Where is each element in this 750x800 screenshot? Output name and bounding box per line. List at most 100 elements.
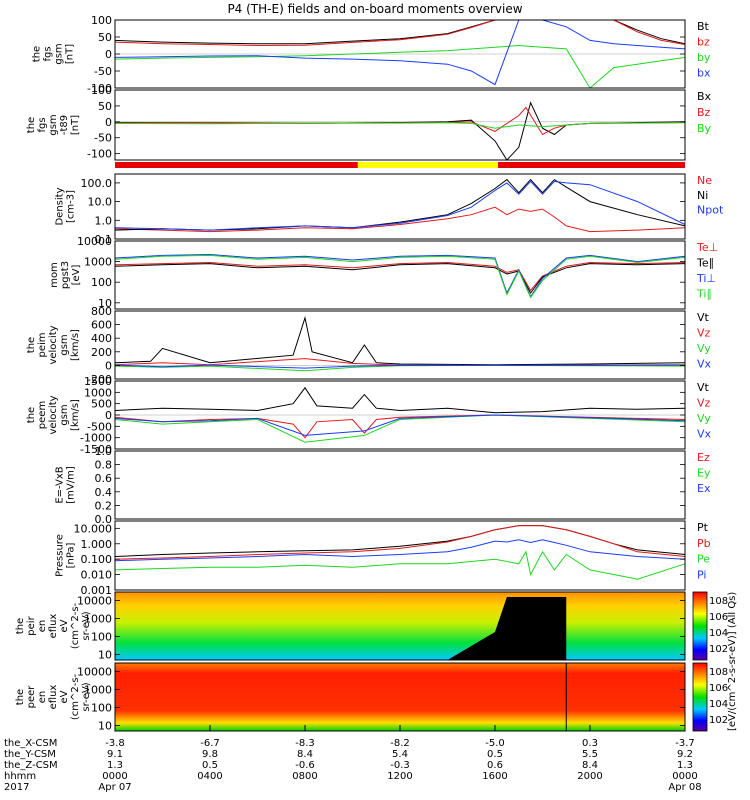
heatmap-peer_flux — [115, 663, 685, 731]
y-tick-label: 0 — [105, 116, 112, 129]
y-tick-label: 1.000 — [81, 538, 113, 551]
y-tick-label: 10000 — [77, 595, 112, 608]
heatmap-peir_flux — [115, 592, 685, 660]
x-row-label: the_Z-CSM — [4, 760, 58, 771]
y-axis-label: thepeemvelocitygsm[km/s] — [26, 395, 81, 434]
panel-frame — [114, 89, 686, 161]
time-axis: the_X-CSM -3.8 -6.7 -8.3 -8.2 -5.0 0.3 -3.7 the_… — [4, 725, 702, 793]
x-tick-label: 0.5 — [487, 749, 503, 760]
series-line — [114, 254, 686, 299]
y-tick-label: 1000 — [84, 256, 112, 269]
colorbar-tick-label: 106 — [709, 612, 728, 623]
series-line — [114, 550, 686, 580]
colorbar-tick-label: 104 — [709, 628, 728, 639]
y-tick-label: 10000 — [77, 666, 112, 679]
series-line — [114, 386, 686, 414]
y-tick-label: -1000 — [80, 432, 112, 445]
x-row-label: hhmm — [4, 771, 36, 782]
series-line — [114, 106, 686, 136]
panel-frame — [114, 310, 686, 380]
x-tick-label: 0.5 — [202, 760, 218, 771]
legend-entry: Vx — [697, 428, 712, 441]
y-tick-label: 1500 — [84, 375, 112, 388]
colorbar: [eV/(cm^2-s-sr-eV)] (All Qs) 108 106 104 10… — [692, 591, 738, 732]
series-line — [114, 178, 686, 231]
panel-frame — [114, 450, 686, 520]
y-tick-label: 0 — [105, 409, 112, 422]
legend-entry: Vt — [697, 311, 710, 324]
series-line — [114, 180, 686, 231]
y-tick-label: 10 — [98, 649, 112, 662]
y-tick-label: 200 — [91, 346, 112, 359]
x-tick-label: 5.5 — [582, 749, 598, 760]
panels-group: 100500-50-100thefgsgsm[nT]Btbzbybx100500… — [15, 14, 724, 733]
colorbar-tick-label: 102 — [709, 644, 728, 655]
panel-fgs_t89: 100 50 0 -50 -100 thefgsgsm-t89[nT] Bx Bz By — [26, 84, 712, 161]
year-label: 2017 — [4, 782, 29, 793]
x-tick-label: -0.3 — [390, 760, 410, 771]
legend-entry: Vy — [697, 342, 711, 355]
legend-entry: Pe — [697, 553, 710, 566]
y-tick-label: 0.8 — [95, 459, 113, 472]
y-axis-label: thefgsgsm-t89[nT] — [26, 114, 81, 135]
series-line — [114, 414, 686, 436]
y-tick-label: -200 — [87, 373, 112, 386]
y-tick-label: 0 — [105, 359, 112, 372]
y-tick-label: -100 — [87, 148, 112, 161]
legend-entry: Bx — [697, 90, 712, 103]
y-tick-label: 600 — [91, 319, 112, 332]
panel-peer_flux: 10000 1000 100 10 thepeerenefluxeV(cm^2-s-sr… — [15, 662, 686, 733]
legend-entry: Ti⊥ — [696, 272, 716, 285]
legend-entry: Pb — [697, 537, 711, 550]
series-line — [114, 364, 686, 372]
x-tick-label: -8.2 — [390, 738, 410, 749]
x-tick-label: 1200 — [387, 771, 412, 782]
series-line — [114, 525, 686, 560]
series-line — [114, 19, 686, 47]
mode-bar-segment — [357, 162, 499, 168]
mode-bar-segment — [498, 162, 685, 168]
y-tick-label: 1.0 — [95, 445, 113, 458]
y-tick-label: 10000 — [77, 235, 112, 248]
x-row-label: the_Y-CSM — [4, 749, 56, 760]
y-tick-label: 500 — [91, 398, 112, 411]
x-tick-label: 2000 — [577, 771, 602, 782]
y-tick-label: 1000 — [84, 684, 112, 697]
legend-entry: Ti∥ — [696, 288, 712, 301]
legend-entry: Bt — [697, 20, 710, 33]
x-tick-label: 8.4 — [297, 749, 313, 760]
legend-entry: Vy — [697, 412, 711, 425]
heatmap-low-flux-region — [447, 597, 567, 660]
panel-frame — [114, 591, 686, 661]
panel-efield: 1.00.80.60.40.20.0 E=-VxB[mV/m] Ez Ey Ex — [55, 445, 711, 526]
series-line — [114, 206, 686, 233]
series-line — [114, 253, 686, 298]
legend-entry: Ey — [697, 467, 711, 480]
x-tick-label: 0.6 — [487, 760, 503, 771]
panel-frame — [114, 520, 686, 591]
y-tick-label: 0.0 — [95, 513, 113, 526]
legend-entry: bz — [697, 36, 710, 49]
colorbar-tick-label: 102 — [709, 715, 728, 726]
x-tick-label: 9.2 — [677, 749, 693, 760]
legend-entry: bx — [697, 67, 711, 80]
legend-entry: Npot — [697, 204, 724, 217]
y-tick-label: 10.000 — [74, 522, 113, 535]
panel-density: 100.0 10.0 1.0 0.1 Density[cm-3] Ne Ni Npot — [55, 173, 724, 246]
y-tick-label: 50 — [98, 100, 112, 113]
x-tick-label: 1600 — [482, 771, 507, 782]
y-axis-label: thepeimvelocitygsm[km/s] — [26, 325, 81, 364]
y-tick-label: 0.4 — [95, 486, 113, 499]
y-tick-label: -1500 — [80, 443, 112, 456]
colorbar-tick-label: 104 — [709, 699, 728, 710]
x-tick-label: -3.8 — [105, 738, 125, 749]
y-tick-label: 0.010 — [81, 569, 113, 582]
y-tick-label: 0.001 — [81, 584, 113, 597]
series-line — [114, 122, 686, 129]
y-tick-label: 1000 — [84, 613, 112, 626]
legend-entry: Vx — [697, 358, 712, 371]
y-tick-label: 0.2 — [95, 499, 113, 512]
